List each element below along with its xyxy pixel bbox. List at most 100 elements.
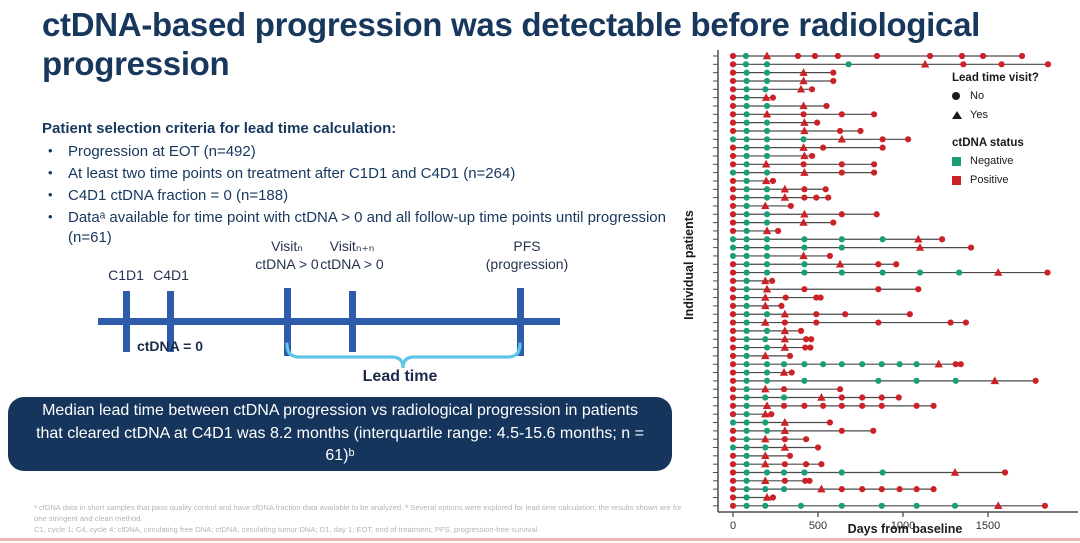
visit-marker bbox=[729, 469, 737, 476]
visit-marker bbox=[859, 486, 866, 493]
visit-marker bbox=[913, 361, 920, 368]
visit-marker bbox=[806, 477, 813, 484]
timeline-tick-c1d1 bbox=[123, 291, 130, 352]
bullet-icon: • bbox=[48, 187, 53, 203]
visit-marker bbox=[801, 402, 808, 409]
visit-marker bbox=[800, 111, 807, 118]
visit-marker bbox=[729, 302, 737, 309]
visit-marker bbox=[763, 61, 771, 68]
visit-marker bbox=[801, 377, 808, 384]
visit-marker bbox=[729, 61, 737, 68]
legend-positive-label: Positive bbox=[970, 174, 1009, 186]
visit-marker bbox=[743, 227, 750, 235]
bullet-icon: • bbox=[48, 143, 53, 158]
visit-marker bbox=[1032, 377, 1039, 384]
visit-marker bbox=[729, 77, 737, 85]
lead-time-visit-marker bbox=[762, 51, 772, 60]
visit-marker bbox=[947, 319, 954, 326]
visit-marker bbox=[781, 477, 788, 484]
circle-icon bbox=[952, 92, 960, 100]
visit-marker bbox=[729, 344, 737, 351]
lead-time-visit-marker bbox=[800, 168, 809, 176]
visit-marker bbox=[743, 169, 750, 176]
median-lead-time-callout: Median lead time between ctDNA progressi… bbox=[8, 397, 672, 471]
visit-marker bbox=[729, 152, 737, 160]
visit-marker bbox=[729, 136, 737, 143]
visit-marker bbox=[878, 361, 885, 368]
visit-marker bbox=[998, 61, 1005, 68]
visit-marker bbox=[763, 119, 771, 126]
visit-marker bbox=[838, 502, 845, 509]
lead-time-visit-marker bbox=[762, 492, 772, 501]
visit-marker bbox=[905, 136, 912, 143]
visit-marker bbox=[774, 227, 782, 235]
visit-marker bbox=[826, 252, 833, 260]
visit-marker bbox=[743, 427, 750, 434]
visit-marker bbox=[743, 477, 750, 484]
lead-time-visit-marker bbox=[761, 301, 770, 310]
lead-time-visit-marker bbox=[994, 268, 1003, 276]
visit-marker bbox=[845, 61, 852, 68]
visit-marker bbox=[763, 377, 771, 384]
footnote-line-1: ᵃ cfDNA data in short samples that pass … bbox=[34, 503, 682, 523]
lead-time-visit-marker bbox=[799, 101, 808, 110]
callout-text: Median lead time between ctDNA progressi… bbox=[36, 401, 644, 465]
visit-marker bbox=[729, 261, 737, 268]
footnotes: ᵃ cfDNA data in short samples that pass … bbox=[34, 502, 686, 535]
visit-marker bbox=[743, 219, 750, 226]
chart-legend: Lead time visit? No Yes ctDNA status Neg… bbox=[952, 72, 1078, 193]
visit-marker bbox=[762, 419, 769, 426]
criteria-item-4: Dataᵃ available for time point with ctDN… bbox=[68, 209, 666, 247]
visit-marker bbox=[769, 94, 777, 101]
visit-marker bbox=[743, 502, 750, 509]
visit-marker bbox=[729, 319, 737, 326]
visit-marker bbox=[802, 477, 809, 484]
visit-marker bbox=[838, 486, 845, 493]
visit-marker bbox=[803, 461, 810, 468]
visit-marker bbox=[820, 144, 827, 151]
visit-marker bbox=[743, 444, 750, 451]
visit-marker bbox=[743, 394, 750, 401]
visit-marker bbox=[763, 102, 771, 110]
visit-marker bbox=[729, 369, 737, 376]
visit-marker bbox=[743, 302, 750, 309]
timeline-tick-visitnn bbox=[349, 291, 356, 352]
visit-marker bbox=[871, 169, 878, 176]
legend-shape-title: Lead time visit? bbox=[952, 72, 1039, 84]
timeline-visitnn-label: Visitₙ₊ₙ ctDNA > 0 bbox=[320, 238, 384, 272]
visit-marker bbox=[807, 344, 814, 351]
criteria-item-3: C4D1 ctDNA fraction = 0 (n=188) bbox=[68, 187, 289, 205]
visit-marker bbox=[768, 411, 775, 418]
visit-marker bbox=[729, 86, 737, 93]
visit-marker bbox=[808, 152, 816, 160]
visit-marker bbox=[878, 394, 885, 401]
lead-time-visit-marker bbox=[780, 326, 790, 335]
visit-marker bbox=[786, 452, 794, 459]
visit-marker bbox=[826, 419, 833, 426]
visit-marker bbox=[896, 486, 903, 493]
visit-marker bbox=[808, 336, 815, 343]
visit-marker bbox=[859, 361, 866, 368]
lead-time-visit-marker bbox=[761, 476, 770, 485]
visit-marker bbox=[780, 386, 788, 393]
lead-time-visit-marker bbox=[950, 468, 960, 476]
visit-marker bbox=[763, 127, 771, 135]
visit-marker bbox=[875, 319, 882, 326]
visit-marker bbox=[875, 286, 882, 293]
visit-marker bbox=[871, 161, 878, 168]
lead-time-brace bbox=[285, 342, 522, 369]
visit-marker bbox=[878, 402, 885, 409]
lead-time-visit-marker bbox=[762, 226, 772, 235]
visit-marker bbox=[958, 52, 966, 60]
lead-time-visit-marker bbox=[915, 243, 925, 251]
visit-marker bbox=[780, 486, 788, 493]
visit-marker bbox=[781, 319, 788, 326]
visit-marker bbox=[743, 419, 750, 426]
visit-marker bbox=[743, 402, 750, 409]
visit-marker bbox=[729, 286, 737, 293]
lead-time-visit-marker bbox=[779, 368, 789, 376]
visit-marker bbox=[813, 194, 820, 201]
legend-no-label: No bbox=[970, 90, 985, 102]
visit-marker bbox=[729, 211, 737, 218]
visit-marker bbox=[913, 402, 920, 409]
